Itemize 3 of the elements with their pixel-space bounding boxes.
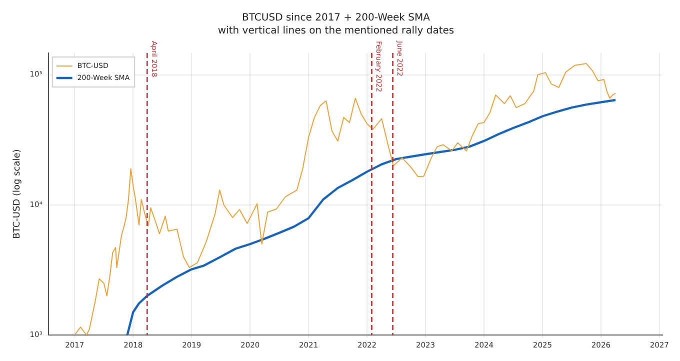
chart-title: BTCUSD since 2017 + 200-Week SMA bbox=[242, 12, 430, 24]
chart-subtitle: with vertical lines on the mentioned rally dates bbox=[218, 26, 454, 37]
y-axis-title: BTC-USD (log scale) bbox=[12, 149, 23, 239]
